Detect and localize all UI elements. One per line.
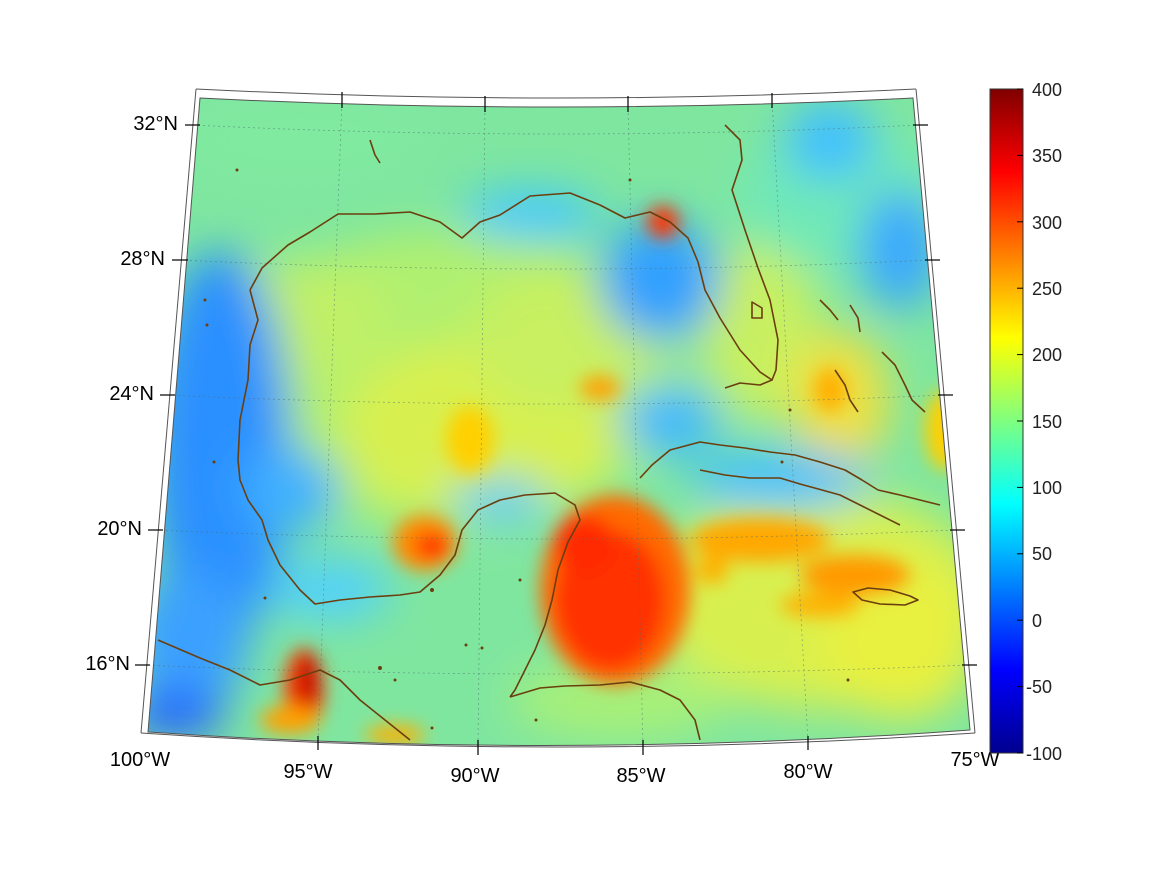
colorbar-label-50: 50 xyxy=(1032,544,1052,564)
lon-label-95w: 95°W xyxy=(283,761,332,783)
colorbar-label-350: 350 xyxy=(1032,146,1062,166)
lon-label-80w: 80°W xyxy=(783,761,832,783)
map-panel: 32°N 28°N 24°N 20°N 16°N 100°W 95°W 90°W… xyxy=(85,88,1000,787)
coastline-islands xyxy=(203,168,850,730)
map-frame xyxy=(140,88,976,748)
lon-label-75w: 75°W xyxy=(950,749,999,771)
lon-label-90w: 90°W xyxy=(450,765,499,787)
colorbar-labels: 400 350 300 250 200 150 100 50 0 -50 -10… xyxy=(1026,80,1062,764)
lat-label-20n: 20°N xyxy=(97,518,142,540)
lon-label-100w: 100°W xyxy=(110,749,170,771)
colorbar-label-400: 400 xyxy=(1032,80,1062,100)
coastlines xyxy=(157,124,941,741)
lat-label-28n: 28°N xyxy=(120,248,165,270)
frame-ticks xyxy=(135,92,977,755)
colorbar-label-100: 100 xyxy=(1032,478,1062,498)
colorbar-label-150: 150 xyxy=(1032,412,1062,432)
colorbar-label-minus-100: -100 xyxy=(1026,744,1062,764)
graticule xyxy=(148,98,969,746)
lat-label-24n: 24°N xyxy=(109,383,154,405)
lat-label-32n: 32°N xyxy=(133,113,178,135)
lon-labels: 100°W 95°W 90°W 85°W 80°W 75°W xyxy=(110,749,1000,787)
colorbar-label-250: 250 xyxy=(1032,279,1062,299)
colorbar-label-300: 300 xyxy=(1032,213,1062,233)
colorbar-ticks xyxy=(1017,88,1023,754)
lat-label-16n: 16°N xyxy=(85,653,130,675)
lon-label-85w: 85°W xyxy=(616,765,665,787)
colorbar: 400 350 300 250 200 150 100 50 0 -50 -10… xyxy=(989,80,1062,764)
lat-labels: 32°N 28°N 24°N 20°N 16°N xyxy=(85,113,178,675)
heat-field xyxy=(148,98,970,746)
colorbar-label-200: 200 xyxy=(1032,345,1062,365)
colorbar-label-minus-50: -50 xyxy=(1026,677,1052,697)
colorbar-label-0: 0 xyxy=(1032,611,1042,631)
